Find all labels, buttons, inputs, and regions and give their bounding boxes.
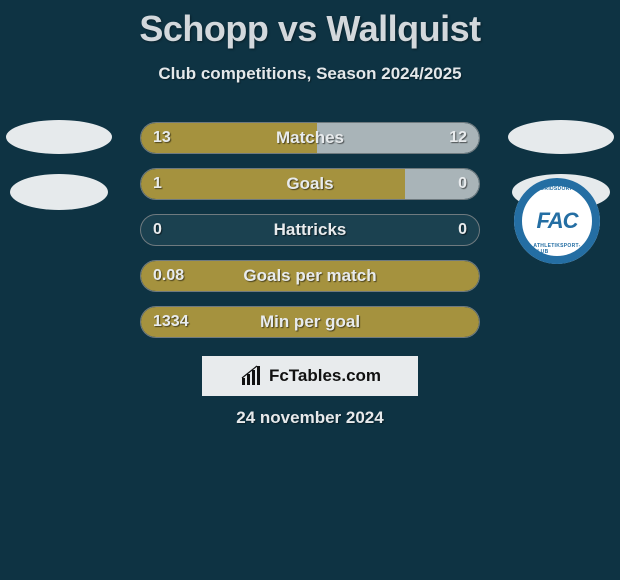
comparison-bars: 13 Matches 12 1 Goals 0 0 Hattricks 0 0.… — [140, 122, 480, 352]
player-left-avatar — [6, 102, 112, 208]
bar-row-hattricks: 0 Hattricks 0 — [140, 214, 480, 246]
chart-icon — [239, 364, 263, 388]
date-line: 24 november 2024 — [0, 408, 620, 428]
badge-top-text: FLORIDSDORFER — [534, 186, 581, 192]
bar-row-goals-per-match: 0.08 Goals per match — [140, 260, 480, 292]
club-badge: FLORIDSDORFER FAC ATHLETIKSPORT-CLUB — [514, 178, 600, 264]
badge-bottom-text: ATHLETIKSPORT-CLUB — [533, 243, 580, 255]
page-title: Schopp vs Wallquist — [0, 0, 620, 50]
bar-row-min-per-goal: 1334 Min per goal — [140, 306, 480, 338]
bar-value-right: 0 — [458, 169, 467, 199]
bar-value-right: 0 — [458, 215, 467, 245]
bar-label: Goals per match — [141, 261, 479, 291]
bar-value-right: 12 — [449, 123, 467, 153]
bar-label: Hattricks — [141, 215, 479, 245]
bar-row-matches: 13 Matches 12 — [140, 122, 480, 154]
bar-row-goals: 1 Goals 0 — [140, 168, 480, 200]
brand-text: FcTables.com — [269, 366, 381, 386]
bar-label: Matches — [141, 123, 479, 153]
brand-box[interactable]: FcTables.com — [202, 356, 418, 396]
silhouette-icon — [6, 102, 112, 208]
bar-label: Min per goal — [141, 307, 479, 337]
bar-label: Goals — [141, 169, 479, 199]
page-subtitle: Club competitions, Season 2024/2025 — [0, 64, 620, 84]
